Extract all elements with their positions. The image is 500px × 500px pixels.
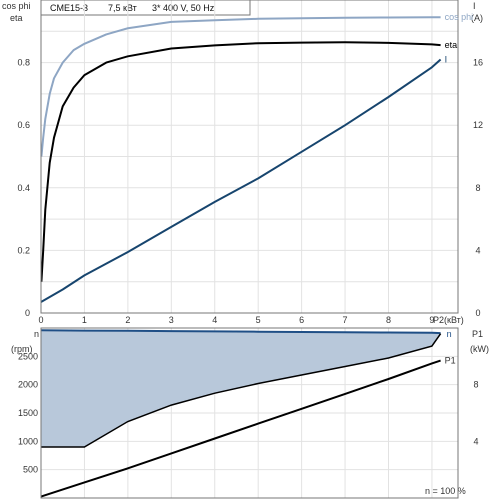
top-plot-frame xyxy=(40,0,459,314)
top-x-tick-label: 2 xyxy=(125,315,130,325)
bottom-y-left-label-2: (rpm) xyxy=(11,344,33,354)
top-y-left-tick-label: 0.2 xyxy=(17,245,30,255)
bottom-y-right-label-1: P1 xyxy=(472,329,483,339)
series-cos-phi-line xyxy=(40,16,441,157)
top-x-tick-label: 8 xyxy=(386,315,391,325)
series-label-p1: P1 xyxy=(445,356,456,366)
bottom-y-left-tick-label: 2500 xyxy=(18,351,38,361)
speed-min-line xyxy=(41,333,442,448)
series-label-i: I xyxy=(445,54,448,64)
top-x-tick-label: 0 xyxy=(38,315,43,325)
top-y-left-label-1: cos phi xyxy=(2,1,31,11)
top-y-left-tick-label: 0.4 xyxy=(17,183,30,193)
bottom-y-right-label-2: (kW) xyxy=(470,344,489,354)
top-x-tick-label: 1 xyxy=(82,315,87,325)
top-y-left-tick-label: 0.6 xyxy=(17,120,30,130)
top-y-right-label-2: (A) xyxy=(471,13,483,23)
header-supply: 3* 400 V, 50 Hz xyxy=(152,3,215,13)
series-label-eta: eta xyxy=(445,40,458,50)
top-y-left-label-2: eta xyxy=(10,13,23,23)
bottom-y-left-label-1: n xyxy=(34,329,39,339)
header-model: CME15-3 xyxy=(50,3,88,13)
top-y-right-tick-label: 16 xyxy=(473,58,483,68)
top-x-tick-label: 9 xyxy=(429,315,434,325)
top-x-tick-label: 4 xyxy=(212,315,217,325)
speed-band-area xyxy=(41,330,441,447)
series-eta-line xyxy=(40,41,441,282)
bottom-y-right-tick-label: 8 xyxy=(473,380,478,390)
top-y-right-tick-label: 0 xyxy=(475,308,480,318)
bottom-y-right-tick-label: 4 xyxy=(473,436,478,446)
bottom-y-left-tick-label: 500 xyxy=(23,465,38,475)
top-y-right-label-1: I xyxy=(473,1,476,11)
series-label-n: n xyxy=(447,329,452,339)
top-y-right-tick-label: 12 xyxy=(473,120,483,130)
top-x-tick-label: 7 xyxy=(343,315,348,325)
bottom-y-left-tick-label: 1500 xyxy=(18,408,38,418)
series-i-line xyxy=(40,58,442,303)
top-x-tick-label: 3 xyxy=(169,315,174,325)
top-y-right-tick-label: 8 xyxy=(475,183,480,193)
header-power: 7,5 кВт xyxy=(108,3,137,13)
speed-max-line xyxy=(40,329,441,335)
bottom-y-left-tick-label: 2000 xyxy=(18,380,38,390)
series-label-cos-phi: cos phi xyxy=(445,12,474,22)
top-x-tick-label: 6 xyxy=(299,315,304,325)
top-y-left-tick-label: 0 xyxy=(25,308,30,318)
bottom-y-left-tick-label: 1000 xyxy=(18,436,38,446)
series-p1-line xyxy=(40,359,441,498)
top-y-left-tick-label: 0.8 xyxy=(17,58,30,68)
bottom-x-label: n = 100 % xyxy=(425,486,466,496)
top-y-right-tick-label: 4 xyxy=(475,245,480,255)
bottom-plot-frame xyxy=(40,327,459,499)
top-x-tick-label: 5 xyxy=(256,315,261,325)
top-x-label: P2(кВт) xyxy=(433,315,464,325)
